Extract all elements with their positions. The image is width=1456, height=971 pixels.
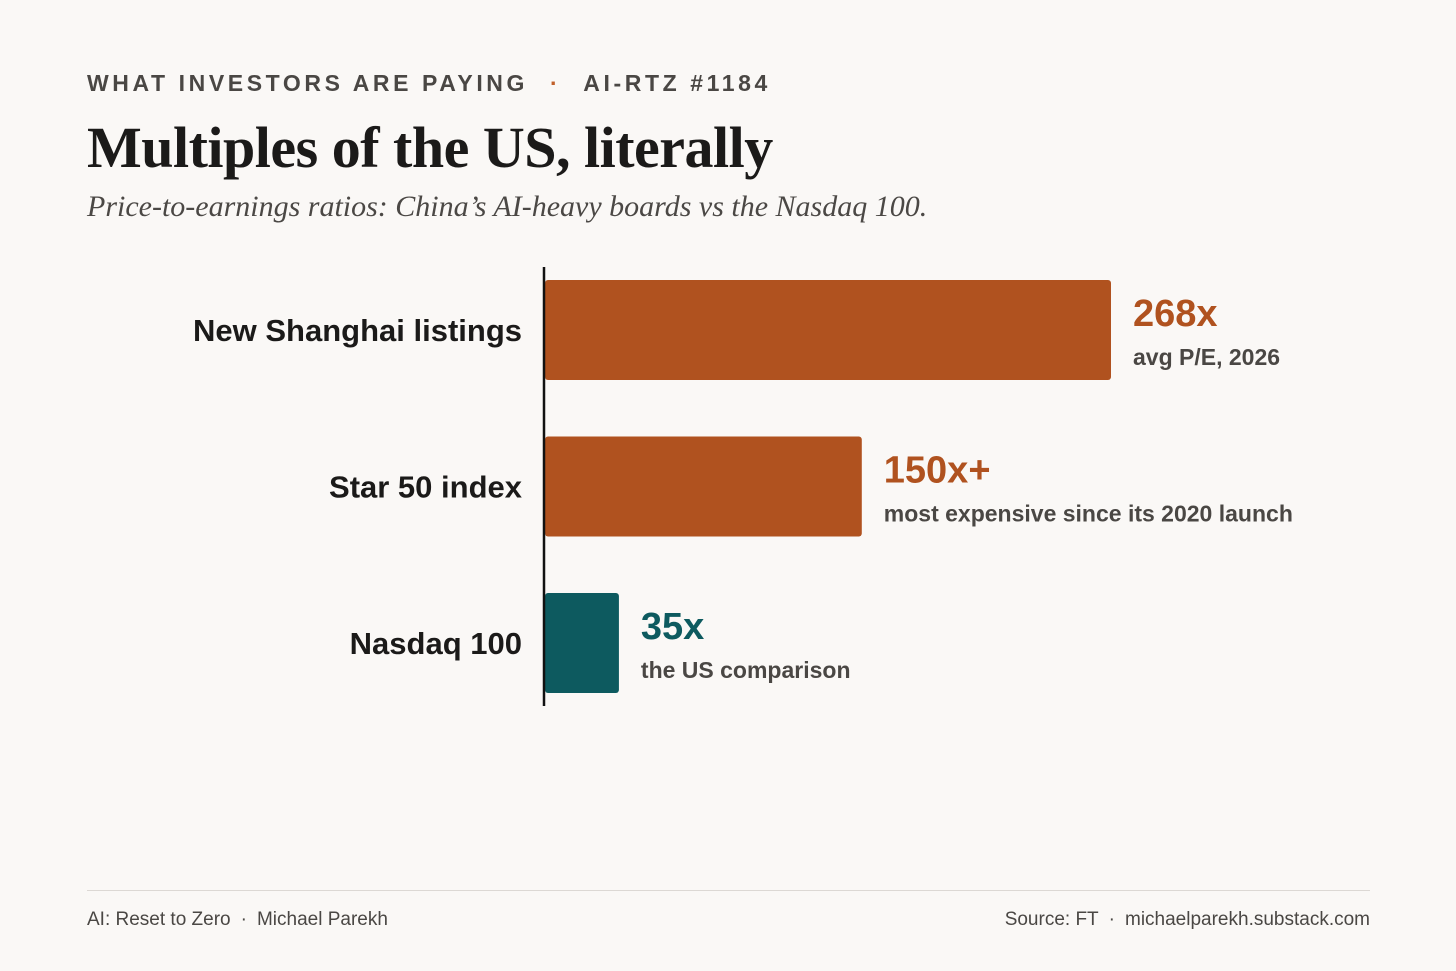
bar-1 <box>545 436 862 537</box>
kicker-separator-dot: · <box>550 70 562 96</box>
value-label-0: 268x <box>1133 293 1218 335</box>
chart-title: Multiples of the US, literally <box>87 115 773 180</box>
footer-separator: · <box>240 909 247 930</box>
category-label-0: New Shanghai listings <box>193 313 522 348</box>
footer-divider <box>87 890 1370 891</box>
note-label-2: the US comparison <box>641 657 851 683</box>
note-label-1: most expensive since its 2020 launch <box>884 501 1293 527</box>
kicker: WHAT INVESTORS ARE PAYING · AI-RTZ #1184 <box>87 70 771 97</box>
kicker-left: WHAT INVESTORS ARE PAYING <box>87 70 529 96</box>
footer-right: Source: FT · michaelparekh.substack.com <box>1005 909 1370 931</box>
footer-separator: · <box>1108 909 1115 930</box>
footer-source: Source: FT <box>1004 909 1099 930</box>
footer-site: michaelparekh.substack.com <box>1125 909 1370 930</box>
category-label-1: Star 50 index <box>329 470 523 505</box>
footer-publication: AI: Reset to Zero <box>87 909 231 930</box>
value-label-2: 35x <box>641 606 704 648</box>
footer-author: Michael Parekh <box>256 909 388 930</box>
chart-subtitle: Price-to-earnings ratios: China’s AI-hea… <box>87 190 928 223</box>
bar-0 <box>545 280 1111 380</box>
note-label-0: avg P/E, 2026 <box>1133 344 1280 370</box>
bar-2 <box>545 593 619 693</box>
value-label-1: 150x+ <box>884 450 991 492</box>
footer-left: AI: Reset to Zero · Michael Parekh <box>87 909 388 931</box>
category-label-2: Nasdaq 100 <box>350 626 522 661</box>
kicker-right: AI-RTZ #1184 <box>583 70 771 96</box>
